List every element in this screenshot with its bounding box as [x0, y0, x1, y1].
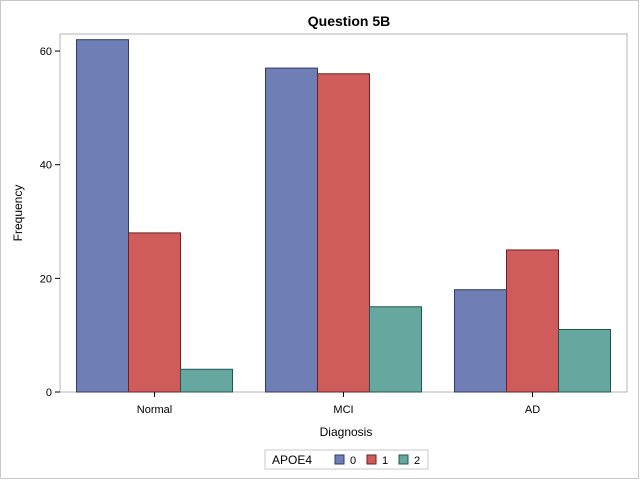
bar-ad-apoe4-0	[454, 289, 507, 393]
legend-swatch-2	[398, 454, 409, 465]
legend: APOE4 0 1 2	[264, 449, 429, 470]
x-axis-label: Diagnosis	[320, 425, 373, 439]
bar-ad-apoe4-1	[506, 249, 559, 393]
y-tick-label: 60	[40, 46, 52, 58]
bar-ad-apoe4-2	[558, 328, 611, 393]
legend-title: APOE4	[272, 453, 312, 467]
bar-mci-apoe4-2	[369, 306, 422, 393]
legend-box	[264, 449, 429, 470]
legend-label-0: 0	[350, 455, 356, 467]
y-tick-label: 20	[40, 273, 52, 285]
y-tick-label: 40	[40, 160, 52, 172]
bar-normal-apoe4-0	[76, 39, 129, 393]
plot-area: 0 20 40 60 Normal MCI AD	[40, 33, 628, 416]
bar-normal-apoe4-2	[180, 368, 233, 393]
bar-mci-apoe4-1	[317, 73, 370, 393]
x-tick-label: Normal	[137, 404, 172, 416]
chart-title: Question 5B	[308, 13, 390, 29]
legend-swatch-0	[334, 454, 345, 465]
legend-swatch-1	[366, 454, 377, 465]
bar-mci-apoe4-0	[265, 67, 318, 393]
y-tick-label: 0	[46, 387, 52, 399]
x-tick-label: MCI	[333, 404, 353, 416]
legend-label-1: 1	[382, 455, 388, 467]
y-axis-label: Frequency	[11, 185, 25, 242]
legend-label-2: 2	[414, 455, 420, 467]
bar-normal-apoe4-1	[128, 232, 181, 393]
x-tick-label: AD	[525, 404, 540, 416]
